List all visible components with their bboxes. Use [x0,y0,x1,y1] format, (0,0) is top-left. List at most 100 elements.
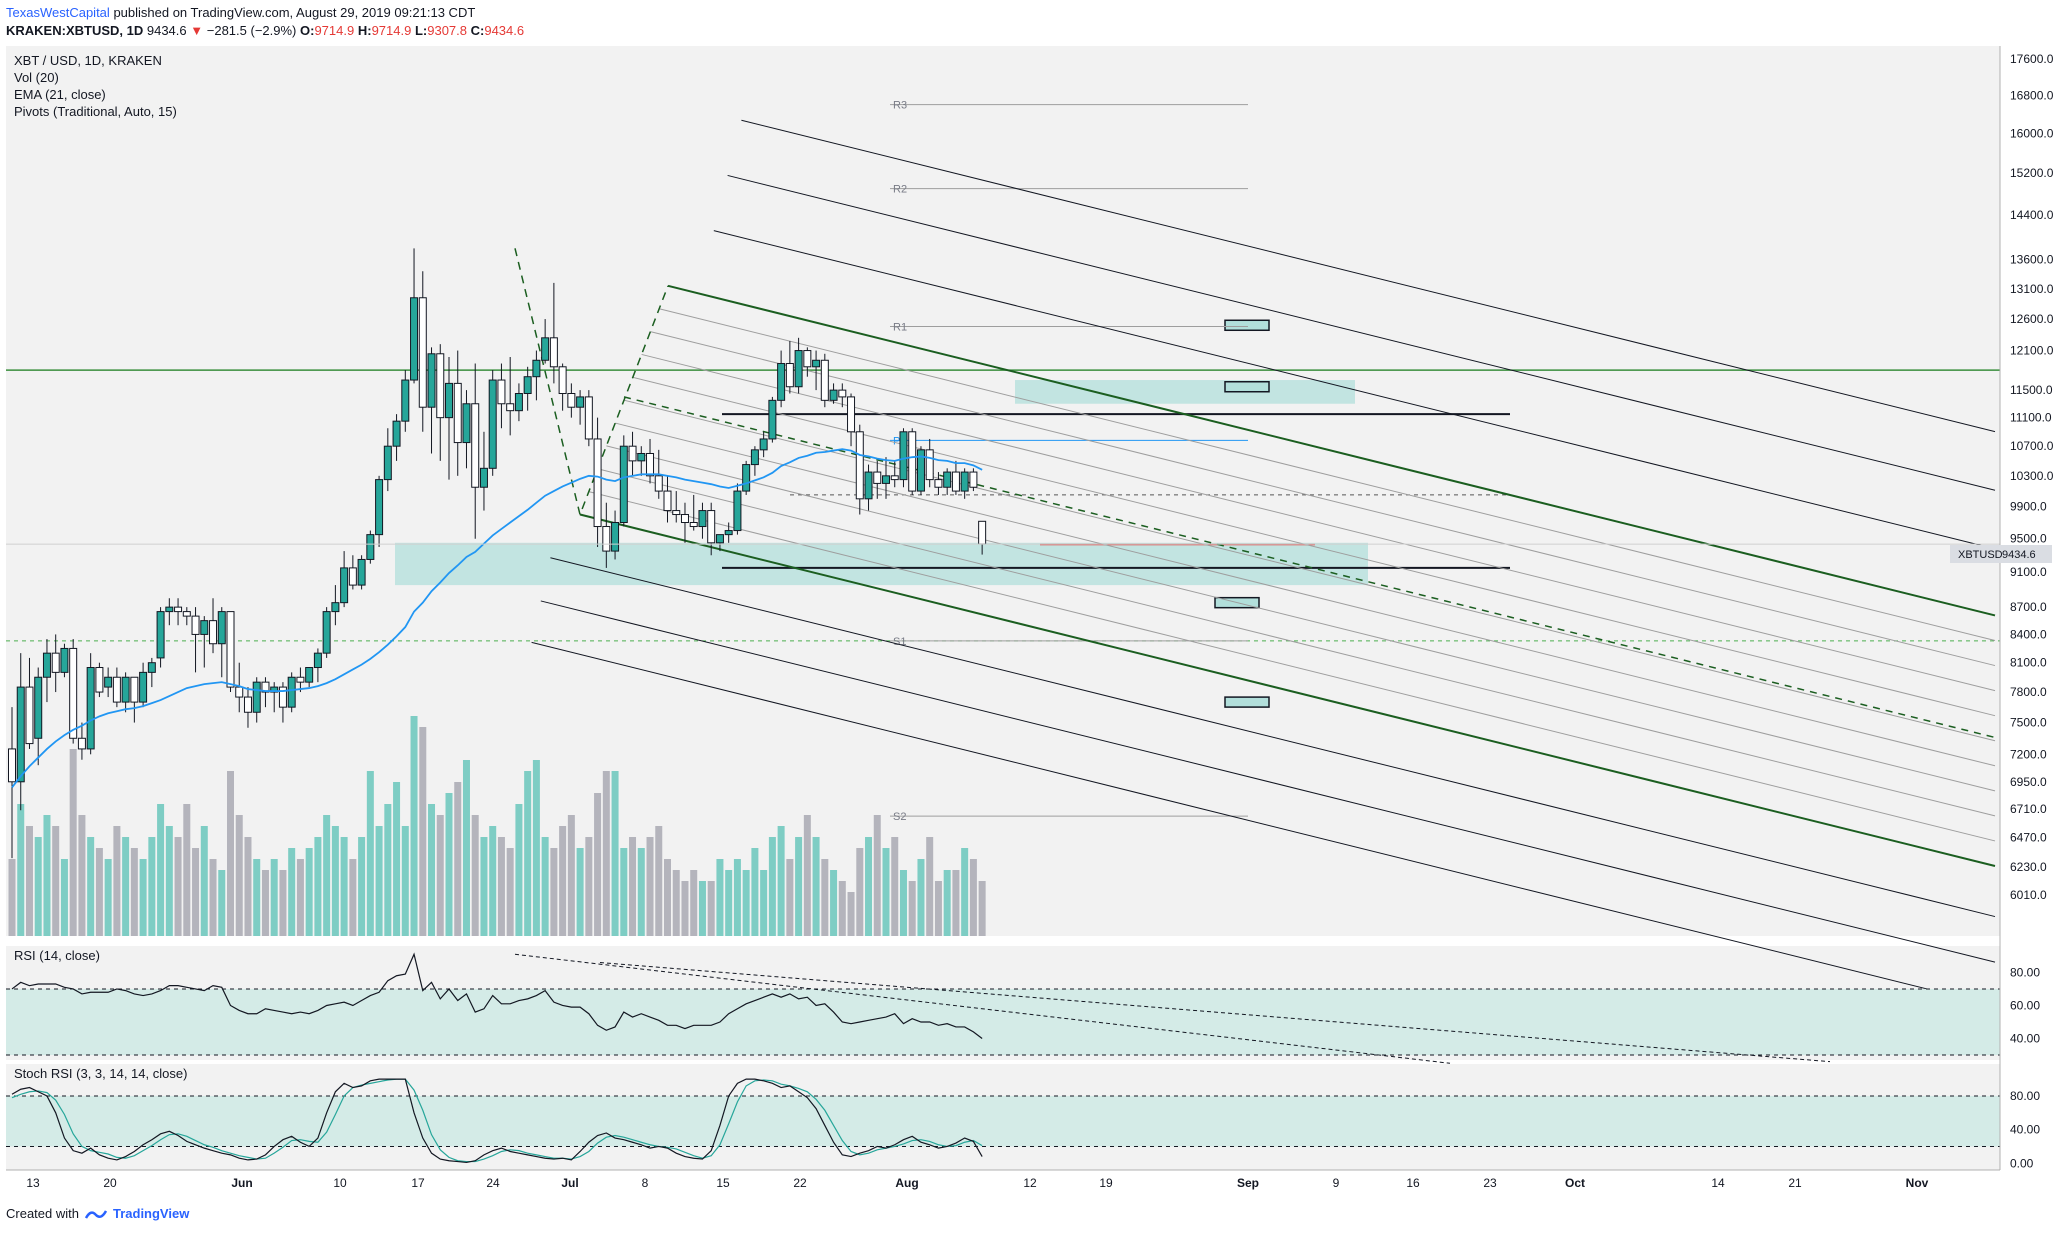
candle-body[interactable] [209,620,218,645]
volume-bar[interactable] [786,859,794,936]
volume-bar[interactable] [690,870,698,936]
target-box[interactable] [1224,319,1270,332]
candle-body[interactable] [602,526,611,552]
candle-body[interactable] [803,350,812,368]
candle-body[interactable] [794,350,803,388]
candle-body[interactable] [742,464,751,492]
candle-body[interactable] [698,510,707,528]
candle-body[interactable] [733,490,742,532]
volume-bar[interactable] [305,848,313,936]
outer-resistance-line[interactable] [713,230,1996,550]
candle-body[interactable] [401,379,410,422]
volume-bar[interactable] [524,771,532,936]
volume-bar[interactable] [865,837,873,936]
volume-bar[interactable] [489,826,497,936]
pitchfork-fan-line[interactable] [650,331,1996,667]
volume-bar[interactable] [926,837,934,936]
volume-bar[interactable] [34,837,42,936]
candle-body[interactable] [532,359,541,378]
candle-body[interactable] [750,449,759,466]
volume-bar[interactable] [104,859,112,936]
volume-bar[interactable] [803,815,811,936]
candle-body[interactable] [637,452,646,462]
candle-body[interactable] [759,438,768,451]
candle-body[interactable] [375,479,384,536]
candle-body[interactable] [584,396,593,440]
volume-bar[interactable] [139,859,147,936]
volume-bar[interactable] [664,859,671,936]
candle-body[interactable] [899,431,908,481]
candle-body[interactable] [960,471,969,492]
volume-bar[interactable] [480,837,488,936]
candle-body[interactable] [366,534,375,560]
volume-bar[interactable] [270,859,278,936]
candle-body[interactable] [820,359,829,401]
candle-body[interactable] [943,471,952,488]
candle-body[interactable] [130,676,139,703]
volume-bar[interactable] [314,837,322,936]
tradingview-brand[interactable]: TradingView [112,1206,190,1221]
volume-bar[interactable] [17,804,25,936]
volume-bar[interactable] [541,837,549,936]
volume-bar[interactable] [261,870,269,936]
volume-bar[interactable] [157,804,165,936]
pitchfork-lower-line[interactable] [579,513,1996,867]
volume-bar[interactable] [768,837,776,936]
volume-bar[interactable] [218,870,226,936]
candle-body[interactable] [934,479,943,488]
volume-bar[interactable] [751,848,759,936]
candle-body[interactable] [619,445,628,524]
volume-bar[interactable] [384,804,392,936]
volume-bar[interactable] [847,892,855,936]
candle-body[interactable] [340,567,349,604]
volume-bar[interactable] [148,837,156,936]
candle-body[interactable] [558,366,567,395]
volume-bar[interactable] [358,837,366,936]
volume-bar[interactable] [192,848,200,936]
candle-body[interactable] [25,686,34,745]
ema-21-line[interactable] [11,448,983,788]
candle-body[interactable] [497,379,506,405]
volume-bar[interactable] [515,804,523,936]
volume-bar[interactable] [899,870,907,936]
volume-bar[interactable] [288,848,296,936]
candle-body[interactable] [882,475,890,484]
volume-bar[interactable] [934,881,942,936]
candle-body[interactable] [768,399,777,440]
candle-body[interactable] [890,475,899,481]
outer-support-line[interactable] [540,600,1996,963]
volume-bar[interactable] [506,848,514,936]
candle-body[interactable] [121,676,130,703]
volume-bar[interactable] [681,881,689,936]
volume-bar[interactable] [279,870,287,936]
candle-body[interactable] [724,530,733,536]
volume-bar[interactable] [830,870,838,936]
volume-bar[interactable] [655,826,663,936]
candle-body[interactable] [680,514,689,524]
candle-body[interactable] [707,510,716,544]
rsi-line[interactable] [11,952,983,1040]
candle-body[interactable] [34,676,43,739]
candle-body[interactable] [847,396,856,433]
volume-bar[interactable] [349,859,357,936]
volume-bar[interactable] [340,837,348,936]
volume-bar[interactable] [594,793,602,936]
candle-body[interactable] [479,467,488,488]
volume-bar[interactable] [183,804,191,936]
volume-bar[interactable] [856,848,864,936]
candle-body[interactable] [278,686,287,708]
candle-body[interactable] [410,297,419,381]
candle-body[interactable] [593,438,602,528]
volume-bar[interactable] [629,837,637,936]
candle-body[interactable] [42,652,51,678]
candle-body[interactable] [287,676,296,708]
candle-body[interactable] [16,686,25,783]
volume-bar[interactable] [585,837,593,936]
volume-bar[interactable] [891,837,899,936]
candle-body[interactable] [462,403,471,444]
volume-bar[interactable] [43,815,51,936]
volume-bar[interactable] [760,870,768,936]
volume-bar[interactable] [646,837,654,936]
volume-bar[interactable] [130,848,138,936]
candle-body[interactable] [829,389,838,401]
